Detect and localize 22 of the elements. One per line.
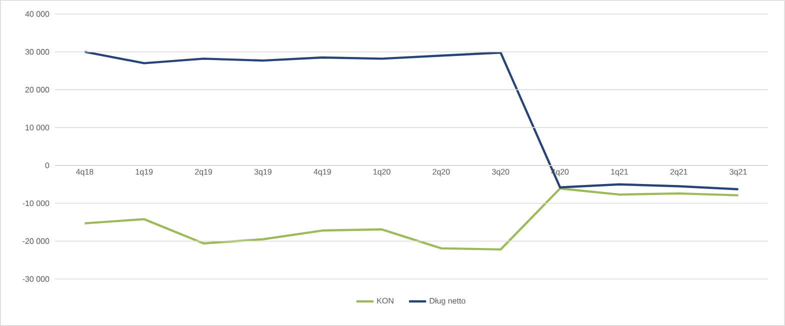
line-series [84, 187, 740, 251]
x-tick-label: 3q20 [492, 168, 510, 176]
x-tick-label: 3q21 [730, 168, 747, 176]
x-tick-label: 4q19 [314, 168, 331, 176]
y-tick-label: 10 000 [26, 124, 50, 130]
y-tick-label: 20 000 [25, 86, 50, 93]
legend-label: KON [377, 298, 394, 304]
y-tick-label: 0 [45, 162, 50, 168]
x-tick-label: 1q20 [374, 168, 390, 176]
x-tick-label: 2q20 [432, 168, 450, 176]
y-tick-label: -10 000 [22, 200, 50, 206]
y-tick-label: 40 000 [25, 11, 50, 17]
legend-label: Dług netto [430, 298, 466, 306]
y-tick-label: 30 000 [25, 49, 50, 55]
x-tick-label: 2q21 [670, 168, 688, 176]
x-tick-label: 2q19 [195, 168, 212, 176]
x-tick-label: 1q21 [611, 168, 628, 176]
x-tick-label: 4q18 [76, 168, 94, 176]
y-tick-label: -20 000 [22, 238, 50, 244]
x-tick-label: 1q19 [136, 168, 153, 176]
y-tick-label: -30 000 [22, 276, 50, 282]
x-tick-label: 3q19 [254, 168, 272, 176]
